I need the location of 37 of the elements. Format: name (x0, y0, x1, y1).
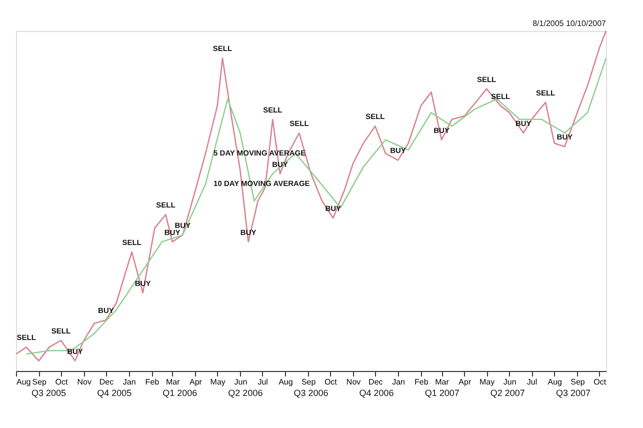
x-tick-label: Feb (145, 378, 160, 386)
x-tick-label: Jul (526, 378, 538, 386)
x-tick-label: Jan (392, 378, 405, 386)
x-tick-label: Oct (324, 378, 338, 386)
x-tick-label: Dec (99, 378, 114, 386)
x-tick-label: Jun (503, 378, 516, 386)
text: Q1 2007 (424, 388, 460, 398)
chart-subtitle: 8/1/2005 10/10/2007 (532, 19, 607, 28)
x-tick-label: Mar (166, 378, 180, 386)
x-tick-label: Apr (189, 378, 202, 386)
x-tick-label: Mar (435, 378, 450, 386)
x-tick-label: Jul (258, 378, 268, 386)
text: Q3 2006 (294, 388, 328, 398)
x-tick-label: Oct (55, 378, 68, 386)
x-tick-label: Jun (234, 378, 248, 386)
text: Q3 2005 (32, 388, 66, 398)
text: Q2 2007 (490, 388, 525, 398)
x-tick-label: Nov (77, 378, 92, 386)
text: Q4 2005 (97, 388, 132, 398)
x-tick-label: Aug (278, 378, 293, 386)
x-tick-label: Apr (458, 378, 472, 386)
x-tick-label: Sep (570, 378, 586, 386)
x-tick-label: May (479, 378, 495, 386)
x-tick-label: Sep (301, 378, 316, 386)
text: Q4 2006 (359, 388, 394, 398)
x-tick-label: Aug (548, 378, 562, 386)
x-tick-label: Aug (16, 378, 31, 386)
x-tick-label: Feb (414, 378, 429, 386)
text: Q3 2007 (556, 388, 590, 398)
x-tick-label: Sep (32, 378, 48, 386)
x-tick-label: Nov (346, 378, 361, 386)
text: Q2 2006 (228, 388, 263, 398)
text: Q1 2006 (162, 388, 198, 398)
x-tick-label: Oct (594, 378, 607, 386)
x-tick-label: May (210, 378, 226, 386)
x-tick-label: Dec (368, 378, 383, 386)
x-tick-label: Jan (122, 378, 136, 386)
